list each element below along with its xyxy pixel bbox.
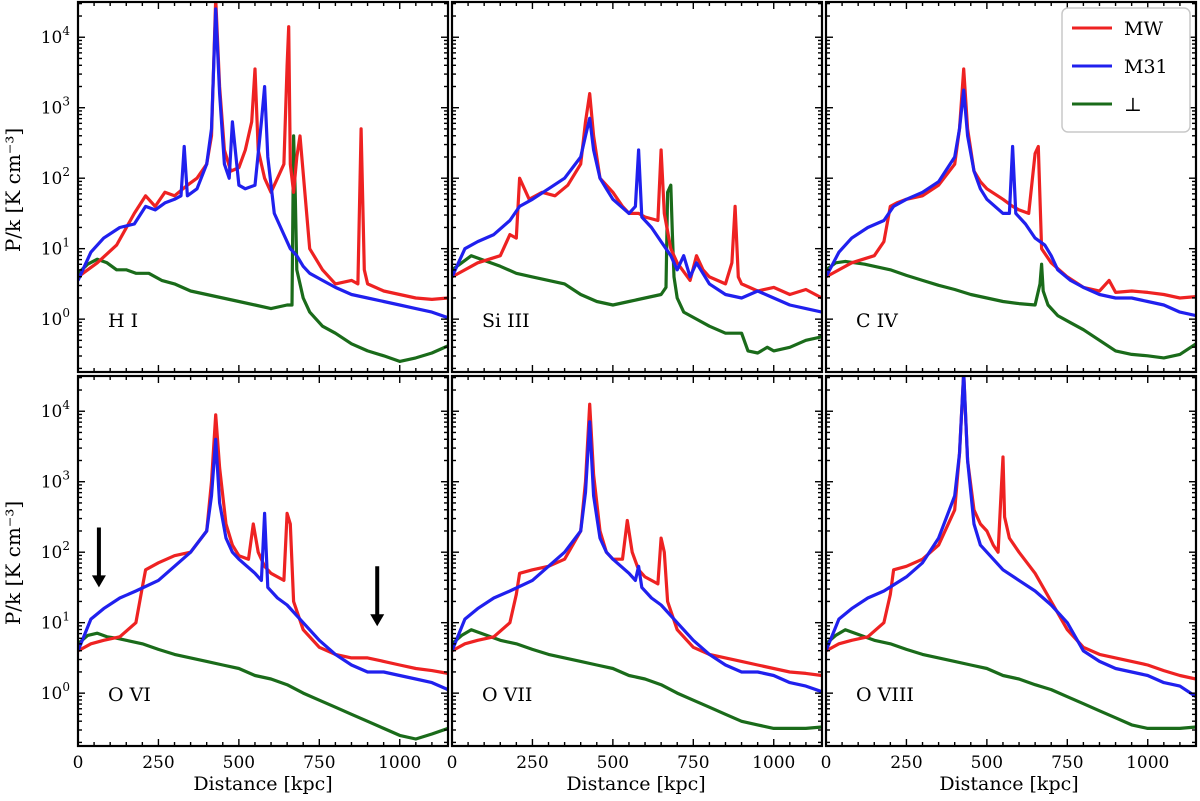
panel-4: 0 250 500 750 1000 O VII (447, 374, 824, 773)
series-line-m31 (452, 116, 822, 314)
x-tick-label: 1000 (1126, 753, 1169, 773)
x-tick-label: 750 (1051, 753, 1083, 773)
series-line-mw (78, 2, 448, 301)
ion-label: O VII (482, 684, 532, 706)
x-tick-label: 250 (890, 753, 922, 773)
xlabel-right: Distance [kpc] (939, 773, 1078, 795)
arrow-head (91, 575, 106, 588)
xlabel-middle: Distance [kpc] (566, 773, 705, 795)
x-tick-label: 0 (73, 753, 84, 773)
panel-frame (76, 0, 450, 374)
x-tick-label: 500 (597, 753, 629, 773)
panel-1: Si III (450, 0, 824, 374)
y-tick-label: 103 (41, 469, 70, 493)
series-line-m31 (826, 88, 1196, 318)
legend-label-perp: ⊥ (1124, 94, 1142, 116)
series-group (78, 2, 448, 363)
series-line-perp (826, 628, 1196, 730)
ion-label: O VIII (856, 684, 914, 706)
x-tick-label: 1000 (752, 753, 795, 773)
legend: MW M31 ⊥ (1061, 7, 1191, 133)
series-group (826, 67, 1196, 360)
panel-frame (824, 0, 1198, 374)
y-tick-label: 101 (41, 610, 70, 634)
panel-2: C IV (824, 0, 1198, 374)
panel-3: 0 250 500 750 1000 100 101 102 103 104 O VI (41, 374, 450, 773)
series-line-m31 (826, 376, 1196, 699)
y-tick-label: 103 (41, 95, 70, 119)
series-line-m31 (78, 437, 448, 692)
panel-0: 100 101 102 103 104 H I (41, 0, 450, 374)
x-tick-label: 750 (303, 753, 335, 773)
x-tick-label: 500 (971, 753, 1003, 773)
arrow-head (370, 614, 385, 627)
y-tick-label: 100 (41, 306, 70, 330)
series-group (826, 376, 1196, 730)
panel-frame (824, 374, 1198, 748)
series-line-perp (78, 134, 448, 363)
panels-group: 100 101 102 103 104 H I Si III C IV 0 250 500 750 10… (41, 0, 1198, 773)
y-tick-label: 102 (41, 165, 70, 189)
series-line-perp (826, 259, 1196, 360)
series-group (78, 413, 448, 741)
x-tick-label: 750 (677, 753, 709, 773)
ylabel-bottom: P/k [K cm⁻³] (1, 501, 25, 625)
y-tick-label: 104 (41, 398, 71, 422)
x-tick-label: 500 (223, 753, 255, 773)
ion-label: H I (108, 310, 138, 332)
x-tick-label: 0 (447, 753, 458, 773)
ion-label: O VI (108, 684, 151, 706)
xlabel-left: Distance [kpc] (193, 773, 332, 795)
series-group (452, 402, 822, 730)
series-line-mw (826, 376, 1196, 681)
legend-box (1061, 7, 1191, 133)
x-tick-label: 250 (142, 753, 174, 773)
x-tick-label: 1000 (378, 753, 421, 773)
series-line-perp (452, 183, 822, 355)
series-line-mw (78, 413, 448, 675)
panel-5: 0 250 500 750 1000 O VIII (821, 374, 1198, 773)
legend-label-mw: MW (1124, 18, 1163, 40)
ylabel-top: P/k [K cm⁻³] (1, 128, 25, 252)
series-group (452, 92, 822, 355)
series-line-perp (452, 628, 822, 730)
x-tick-label: 250 (516, 753, 548, 773)
series-line-mw (452, 402, 822, 678)
legend-label-m31: M31 (1124, 56, 1168, 78)
y-tick-label: 101 (41, 236, 70, 260)
y-tick-label: 104 (41, 24, 71, 48)
y-tick-label: 102 (41, 539, 70, 563)
panel-frame (450, 0, 824, 374)
ion-label: C IV (856, 310, 898, 332)
y-tick-label: 100 (41, 680, 70, 704)
x-tick-label: 0 (821, 753, 832, 773)
ion-label: Si III (482, 310, 530, 332)
series-line-m31 (452, 420, 822, 694)
panel-frame (450, 374, 824, 748)
panel-frame (76, 374, 450, 748)
series-line-m31 (78, 7, 448, 320)
